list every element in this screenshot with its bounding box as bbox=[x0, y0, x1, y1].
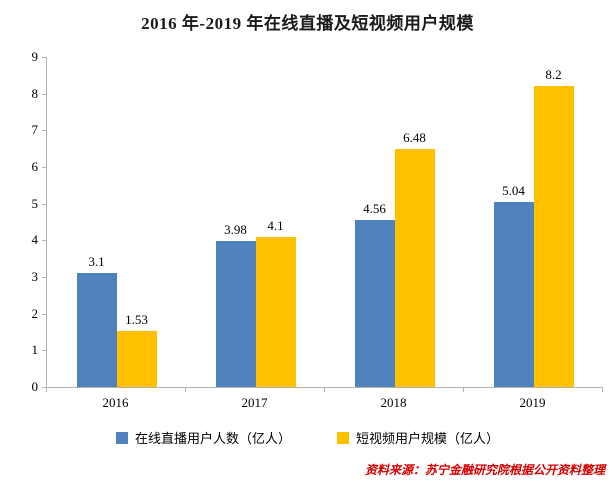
y-axis-tick-mark bbox=[42, 167, 46, 168]
legend-label: 短视频用户规模（亿人） bbox=[356, 431, 500, 446]
bar-group: 5.04 8.2 bbox=[464, 57, 603, 387]
y-axis-tick-mark bbox=[42, 57, 46, 58]
y-axis-tick-mark bbox=[42, 93, 46, 95]
x-axis-tick-mark bbox=[46, 388, 47, 392]
bar-value-label: 5.04 bbox=[502, 183, 525, 199]
bar-value-label: 1.53 bbox=[125, 311, 148, 327]
bar-group: 3.1 1.53 bbox=[47, 57, 186, 387]
bar-value-label: 8.2 bbox=[545, 67, 562, 83]
bar-value-label: 6.48 bbox=[403, 130, 426, 146]
legend-item-series-1: 在线直播用户人数（亿人） bbox=[115, 428, 291, 447]
y-axis-ticks bbox=[42, 57, 46, 388]
x-axis-label: 2017 bbox=[241, 395, 268, 410]
bar-series-2: 1.53 bbox=[116, 312, 157, 387]
bar-value-label: 3.1 bbox=[88, 254, 105, 270]
bar-value-label: 4.1 bbox=[267, 217, 284, 233]
legend-swatch bbox=[115, 431, 128, 444]
y-axis-tick-label: 9 bbox=[31, 49, 39, 64]
x-axis-tick-mark bbox=[185, 388, 186, 392]
legend-item-series-2: 短视频用户规模（亿人） bbox=[337, 428, 499, 447]
bar-series-1: 3.98 bbox=[215, 222, 256, 387]
x-axis-tick-mark bbox=[324, 388, 325, 392]
y-axis-tick-label: 8 bbox=[31, 85, 39, 101]
x-axis-label: 2018 bbox=[380, 395, 407, 410]
y-axis-tick-label: 7 bbox=[31, 122, 39, 138]
bar-series-1: 3.1 bbox=[76, 254, 117, 387]
x-axis-tick-mark bbox=[602, 388, 603, 392]
y-axis-tick-label: 5 bbox=[31, 195, 39, 211]
chart-title: 2016 年-2019 年在线直播及短视频用户规模 bbox=[141, 14, 474, 33]
bar-group: 3.98 4.1 bbox=[186, 57, 325, 387]
legend-swatch bbox=[337, 431, 349, 444]
x-axis-ticks bbox=[46, 388, 603, 392]
y-axis-tick-label: 2 bbox=[31, 305, 39, 321]
y-axis-tick-label: 0 bbox=[31, 379, 39, 394]
y-axis-labels: 0 1 2 3 4 5 6 7 8 9 bbox=[0, 50, 39, 394]
y-axis-tick-label: 6 bbox=[31, 159, 39, 174]
legend: 在线直播用户人数（亿人） 短视频用户规模（亿人） bbox=[0, 428, 615, 447]
x-axis-tick-mark bbox=[463, 388, 464, 392]
bar-group: 4.56 6.48 bbox=[325, 57, 464, 387]
y-axis-tick-mark bbox=[42, 203, 46, 205]
bar-series-2: 8.2 bbox=[533, 67, 574, 387]
bar-series-1: 4.56 bbox=[354, 201, 395, 387]
x-axis-labels: 2016 2017 2018 2019 bbox=[46, 395, 602, 411]
y-axis-tick-mark bbox=[42, 387, 46, 388]
bar-series-1: 5.04 bbox=[493, 183, 534, 387]
plot-area: 3.1 1.53 3.98 4.1 4.56 6.48 5.04 8.2 bbox=[46, 57, 603, 388]
bar-series-2: 4.1 bbox=[255, 218, 296, 387]
y-axis-tick-mark bbox=[42, 277, 46, 278]
y-axis-tick-mark bbox=[42, 313, 46, 315]
bar-series-2: 6.48 bbox=[394, 130, 435, 387]
y-axis-tick-label: 4 bbox=[31, 232, 39, 248]
source-note: 资料来源：苏宁金融研究院根据公开资料整理 bbox=[364, 463, 605, 477]
y-axis-tick-label: 1 bbox=[31, 342, 39, 358]
y-axis-tick-mark bbox=[42, 240, 46, 242]
y-axis-tick-mark bbox=[42, 130, 46, 132]
x-axis-label: 2016 bbox=[102, 395, 129, 410]
y-axis-tick-label: 3 bbox=[31, 269, 39, 284]
y-axis-tick-mark bbox=[42, 350, 46, 352]
bar-value-label: 4.56 bbox=[363, 200, 386, 216]
bar-value-label: 3.98 bbox=[224, 222, 247, 238]
x-axis-label: 2019 bbox=[519, 395, 546, 410]
legend-label: 在线直播用户人数（亿人） bbox=[134, 431, 291, 446]
